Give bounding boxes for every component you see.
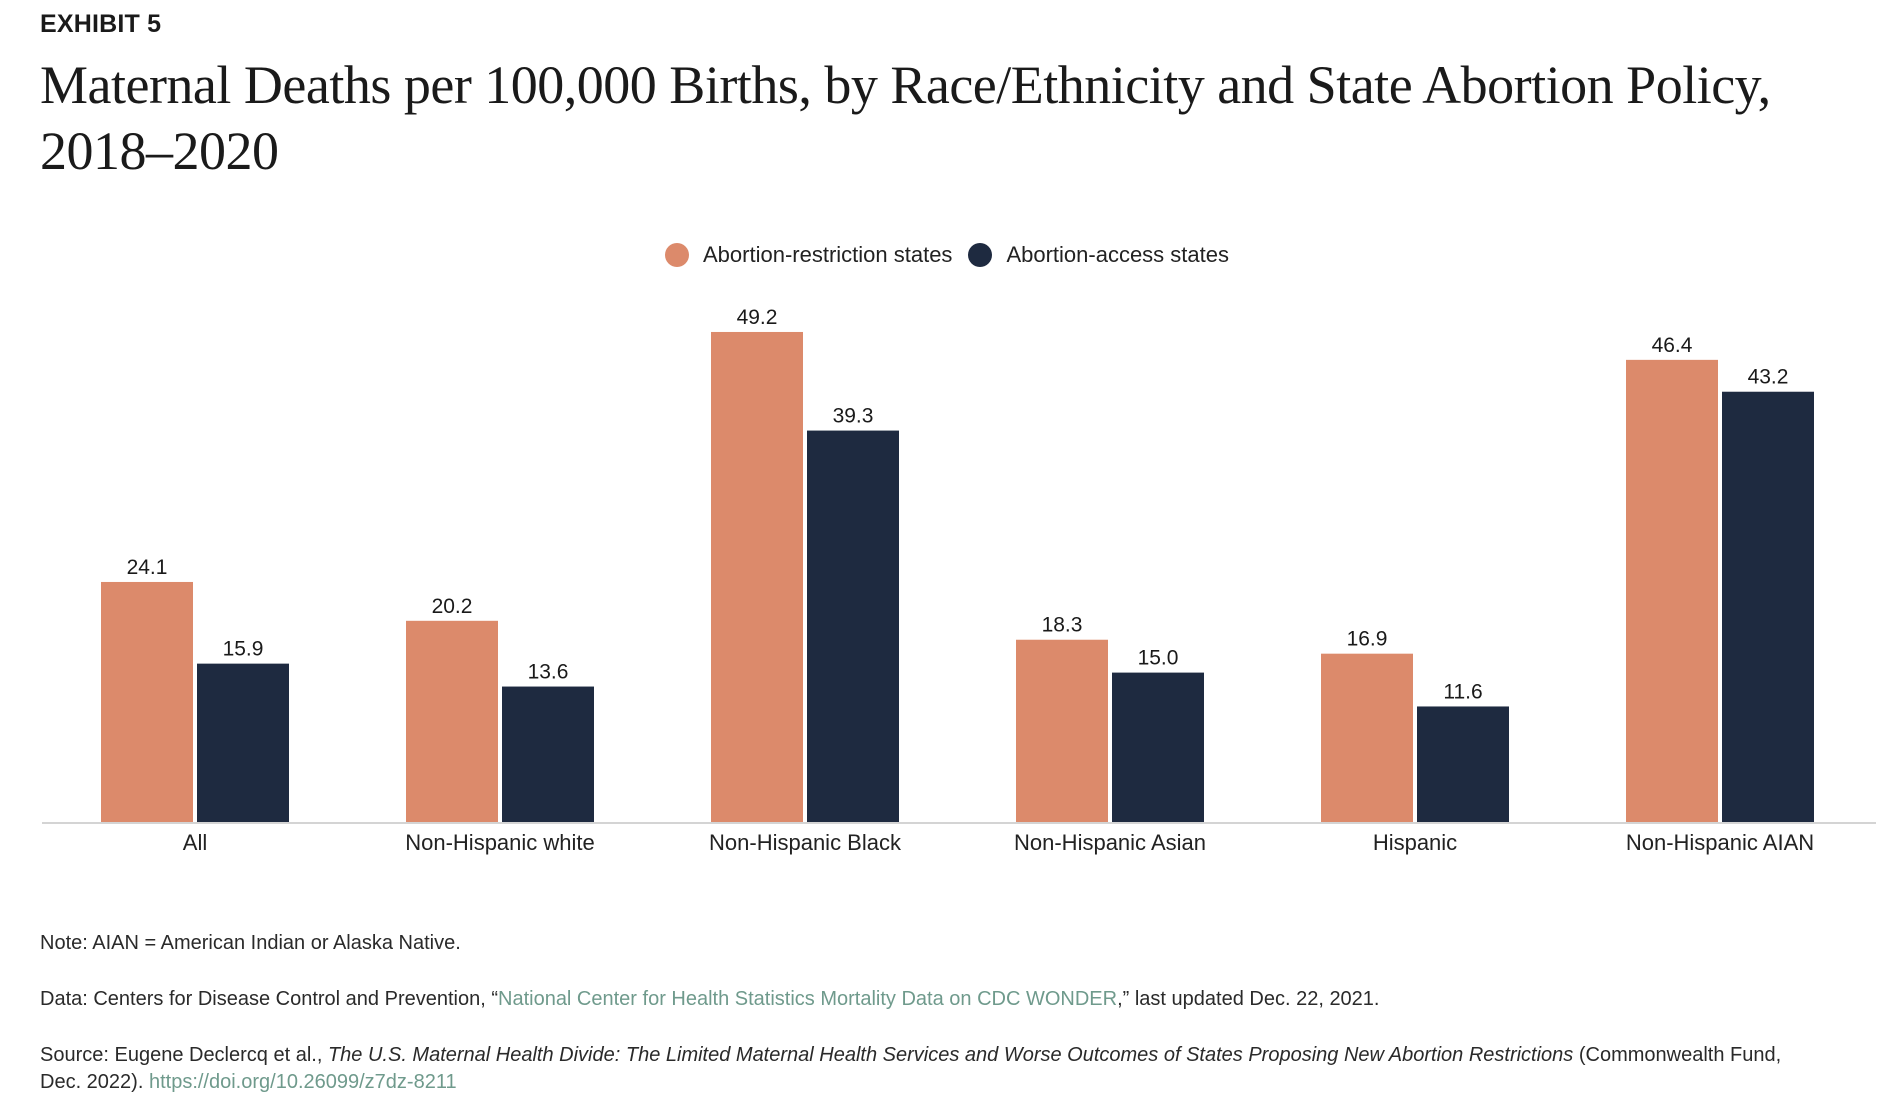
legend-swatch-restriction	[665, 243, 689, 267]
x-tick-label-non-hispanic-black: Non-Hispanic Black	[709, 830, 902, 855]
data-credit: Data: Centers for Disease Control and Pr…	[40, 986, 1380, 1013]
bar-all-access	[197, 663, 289, 822]
x-tick-label-hispanic: Hispanic	[1373, 830, 1457, 855]
bar-non-hispanic-asian-access	[1112, 672, 1204, 822]
data-credit-suffix: ,” last updated Dec. 22, 2021.	[1117, 988, 1380, 1010]
data-label-non-hispanic-white-access: 13.6	[528, 661, 569, 684]
x-tick-label-non-hispanic-aian: Non-Hispanic AIAN	[1626, 830, 1814, 855]
data-label-non-hispanic-asian-restriction: 18.3	[1042, 614, 1083, 637]
legend-label-restriction: Abortion-restriction states	[703, 242, 953, 267]
legend-item-restriction: Abortion-restriction states	[665, 242, 952, 268]
bar-hispanic-restriction	[1321, 653, 1413, 822]
data-label-all-access: 15.9	[223, 638, 264, 661]
data-label-non-hispanic-aian-access: 43.2	[1748, 366, 1789, 389]
exhibit-label: EXHIBIT 5	[40, 10, 162, 38]
bar-all-restriction	[101, 581, 193, 822]
data-source-link[interactable]: National Center for Health Statistics Mo…	[498, 988, 1118, 1010]
source-suffix: (Commonwealth Fund, Dec. 2022).	[40, 1044, 1782, 1093]
data-label-non-hispanic-black-restriction: 49.2	[737, 306, 778, 329]
source-credit: Source: Eugene Declercq et al., The U.S.…	[40, 1042, 1820, 1096]
data-label-hispanic-access: 11.6	[1443, 680, 1482, 703]
legend-label-access: Abortion-access states	[1006, 242, 1229, 267]
bar-non-hispanic-asian-restriction	[1016, 639, 1108, 822]
source-prefix: Source: Eugene Declercq et al.,	[40, 1044, 328, 1066]
data-label-non-hispanic-aian-restriction: 46.4	[1652, 334, 1693, 357]
source-title: The U.S. Maternal Health Divide: The Lim…	[327, 1044, 1574, 1066]
data-label-hispanic-restriction: 16.9	[1347, 628, 1388, 651]
data-label-non-hispanic-asian-access: 15.0	[1138, 647, 1179, 670]
bar-non-hispanic-aian-access	[1722, 391, 1814, 822]
bar-non-hispanic-black-access	[807, 430, 899, 822]
bar-non-hispanic-white-access	[502, 686, 594, 822]
bar-hispanic-access	[1417, 706, 1509, 822]
note-text: Note: AIAN = American Indian or Alaska N…	[40, 932, 461, 954]
data-credit-prefix: Data: Centers for Disease Control and Pr…	[40, 988, 498, 1010]
x-tick-label-non-hispanic-asian: Non-Hispanic Asian	[1014, 830, 1206, 855]
doi-link[interactable]: https://doi.org/10.26099/z7dz-8211	[148, 1071, 457, 1093]
data-label-non-hispanic-white-restriction: 20.2	[432, 595, 473, 618]
x-tick-label-non-hispanic-white: Non-Hispanic white	[405, 830, 595, 855]
legend-swatch-access	[968, 243, 993, 267]
chart-title: Maternal Deaths per 100,000 Births, by R…	[40, 55, 1771, 181]
data-label-non-hispanic-black-access: 39.3	[833, 405, 874, 428]
x-tick-label-all: All	[183, 830, 207, 855]
legend: Abortion-restriction states Abortion-acc…	[0, 242, 1894, 268]
legend-item-access: Abortion-access states	[968, 242, 1229, 268]
bar-non-hispanic-aian-restriction	[1626, 359, 1718, 822]
data-label-all-restriction: 24.1	[127, 556, 168, 579]
bar-non-hispanic-black-restriction	[711, 331, 803, 822]
bar-chart: 24.1 15.9 All 20.2 13.6 Non-Hispanic white 49.…	[42, 306, 1876, 855]
bar-non-hispanic-white-restriction	[406, 620, 498, 822]
